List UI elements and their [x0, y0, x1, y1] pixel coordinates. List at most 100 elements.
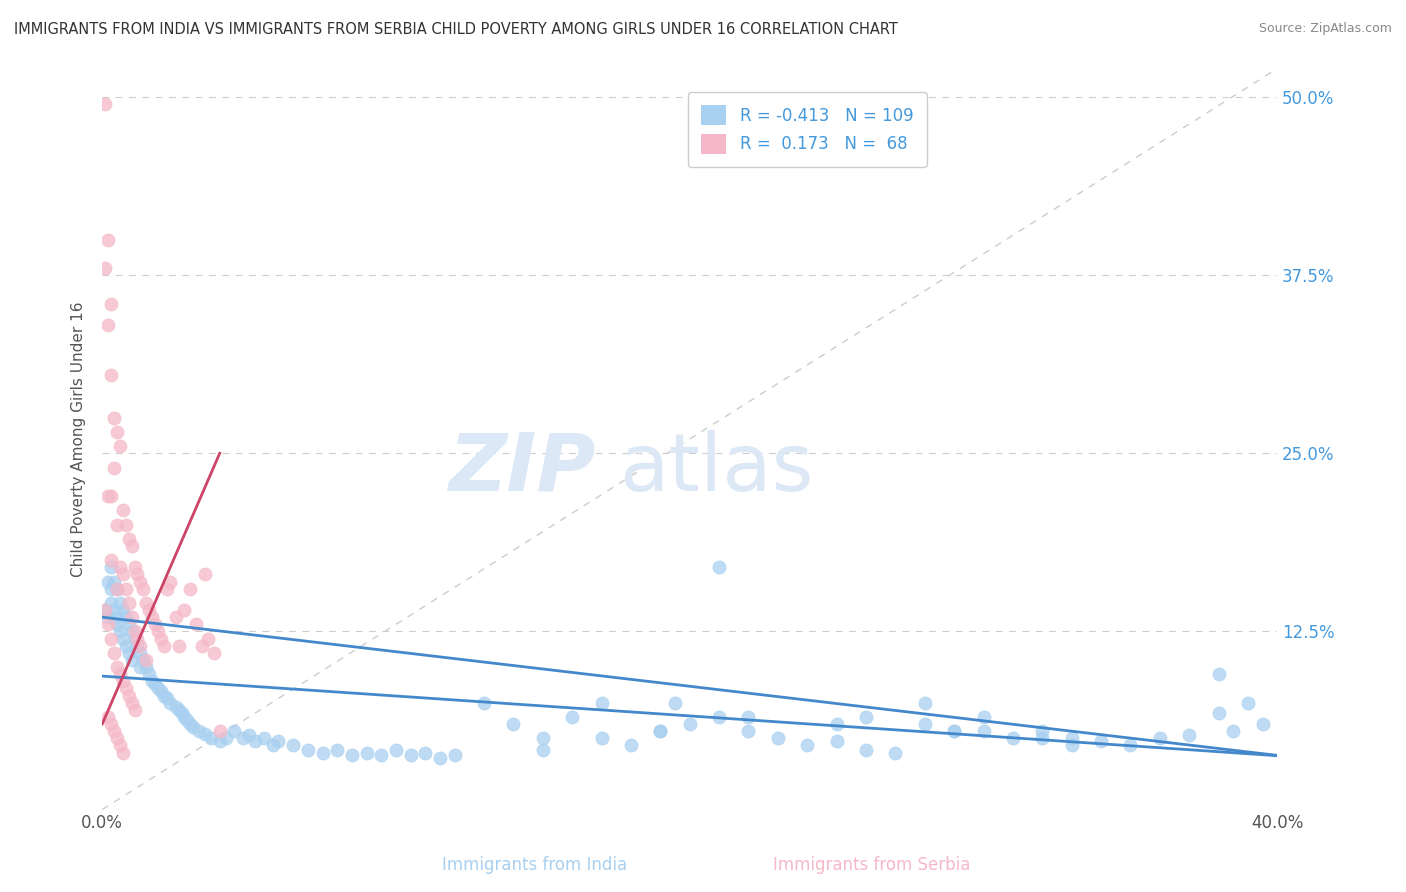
Point: [94, 260, 117, 275]
Point: [737, 710, 759, 724]
Point: [121, 610, 143, 624]
Point: [127, 632, 149, 646]
Point: [97, 710, 120, 724]
Point: [146, 624, 169, 639]
Point: [855, 710, 877, 724]
Point: [173, 710, 195, 724]
Point: [884, 746, 907, 760]
Point: [188, 724, 211, 739]
Point: [766, 731, 789, 746]
Point: [114, 517, 136, 532]
Point: [105, 517, 128, 532]
Point: [208, 724, 231, 739]
Point: [124, 632, 146, 646]
Point: [103, 574, 125, 589]
Point: [97, 489, 120, 503]
Point: [100, 632, 122, 646]
Point: [914, 696, 936, 710]
Point: [108, 439, 131, 453]
Point: [502, 717, 524, 731]
Point: [135, 596, 157, 610]
Point: [973, 710, 995, 724]
Point: [531, 742, 554, 756]
Point: [267, 734, 290, 748]
Point: [100, 582, 122, 596]
Point: [159, 574, 181, 589]
Point: [100, 296, 122, 310]
Point: [429, 751, 451, 765]
Point: [531, 731, 554, 746]
Point: [1090, 734, 1112, 748]
Point: [443, 748, 465, 763]
Point: [103, 410, 125, 425]
Text: Immigrants from Serbia: Immigrants from Serbia: [773, 855, 970, 873]
Point: [737, 724, 759, 739]
Point: [103, 603, 125, 617]
Point: [253, 731, 276, 746]
Point: [1149, 731, 1171, 746]
Point: [167, 639, 190, 653]
Point: [197, 632, 219, 646]
Point: [179, 717, 201, 731]
Point: [94, 603, 117, 617]
Point: [855, 742, 877, 756]
Point: [167, 703, 190, 717]
Point: [132, 582, 155, 596]
Point: [124, 624, 146, 639]
Point: [262, 739, 284, 753]
Point: [200, 731, 222, 746]
Point: [105, 610, 128, 624]
Point: [232, 731, 254, 746]
Point: [214, 731, 236, 746]
Point: [356, 746, 378, 760]
Point: [97, 318, 120, 332]
Point: [796, 739, 818, 753]
Point: [650, 724, 672, 739]
Point: [186, 617, 208, 632]
Point: [114, 610, 136, 624]
Point: [1031, 731, 1053, 746]
Point: [118, 689, 141, 703]
Point: [1251, 717, 1274, 731]
Point: [111, 674, 134, 689]
Point: [156, 582, 179, 596]
Point: [111, 746, 134, 760]
Point: [121, 696, 143, 710]
Point: [132, 653, 155, 667]
Point: [121, 653, 143, 667]
Point: [914, 717, 936, 731]
Point: [138, 603, 160, 617]
Point: [224, 724, 246, 739]
Point: [326, 742, 349, 756]
Point: [283, 739, 305, 753]
Point: [118, 646, 141, 660]
Point: [472, 696, 495, 710]
Point: [97, 233, 120, 247]
Text: atlas: atlas: [619, 430, 814, 508]
Point: [94, 603, 117, 617]
Point: [94, 97, 117, 112]
Point: [153, 689, 176, 703]
Point: [194, 567, 217, 582]
Point: [153, 639, 176, 653]
Point: [159, 696, 181, 710]
Point: [111, 503, 134, 517]
Point: [100, 553, 122, 567]
Point: [238, 728, 260, 742]
Point: [591, 731, 613, 746]
Y-axis label: Child Poverty Among Girls Under 16: Child Poverty Among Girls Under 16: [72, 301, 86, 577]
Point: [707, 560, 730, 574]
Point: [103, 646, 125, 660]
Point: [243, 734, 266, 748]
Point: [108, 667, 131, 681]
Point: [165, 610, 187, 624]
Point: [108, 624, 131, 639]
Point: [385, 742, 408, 756]
Point: [103, 724, 125, 739]
Point: [111, 632, 134, 646]
Point: [129, 660, 152, 674]
Point: [679, 717, 702, 731]
Point: [208, 734, 231, 748]
Point: [108, 739, 131, 753]
Text: Immigrants from India: Immigrants from India: [441, 855, 627, 873]
